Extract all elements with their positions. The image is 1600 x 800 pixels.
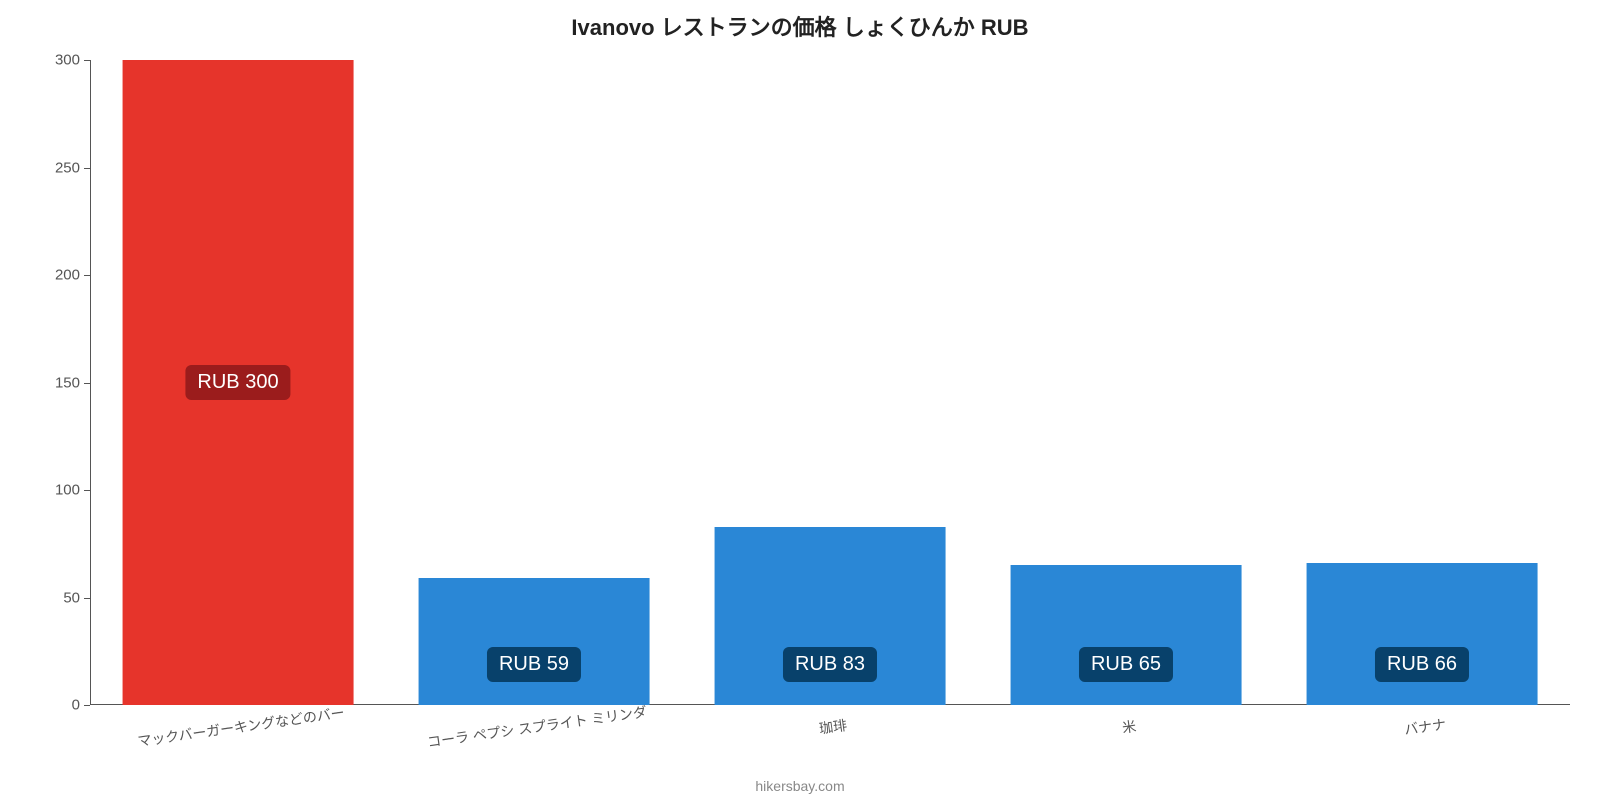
bar-value-label: RUB 83 [783,647,877,682]
chart-title: Ivanovo レストランの価格 しょくひんか RUB [0,10,1600,42]
plot-area: 050100150200250300RUB 300マックバーガーキングなどのバー… [90,60,1570,705]
x-category-label: 米 [1119,704,1137,738]
bar-slot: RUB 300マックバーガーキングなどのバー [90,60,386,705]
chart-container: Ivanovo レストランの価格 しょくひんか RUB 050100150200… [0,0,1600,800]
y-tick-label: 200 [55,267,90,284]
bar-slot: RUB 59コーラ ペプシ スプライト ミリンダ [386,60,682,705]
bar-value-label: RUB 59 [487,647,581,682]
y-tick-label: 250 [55,159,90,176]
bar-value-label: RUB 300 [185,365,290,400]
y-tick-label: 100 [55,482,90,499]
bar-slot: RUB 66バナナ [1274,60,1570,705]
bar-value-label: RUB 65 [1079,647,1173,682]
bar [1011,565,1242,705]
y-tick-label: 300 [55,52,90,69]
bar-slot: RUB 83珈琲 [682,60,978,705]
bar [1307,563,1538,705]
y-tick-label: 0 [72,697,90,714]
bar-value-label: RUB 66 [1375,647,1469,682]
bar-slot: RUB 65米 [978,60,1274,705]
y-tick-label: 50 [63,589,90,606]
x-category-label: 珈琲 [816,703,848,739]
y-tick-label: 150 [55,374,90,391]
x-category-label: バナナ [1401,702,1447,740]
bar [419,578,650,705]
credit-text: hikersbay.com [0,778,1600,794]
